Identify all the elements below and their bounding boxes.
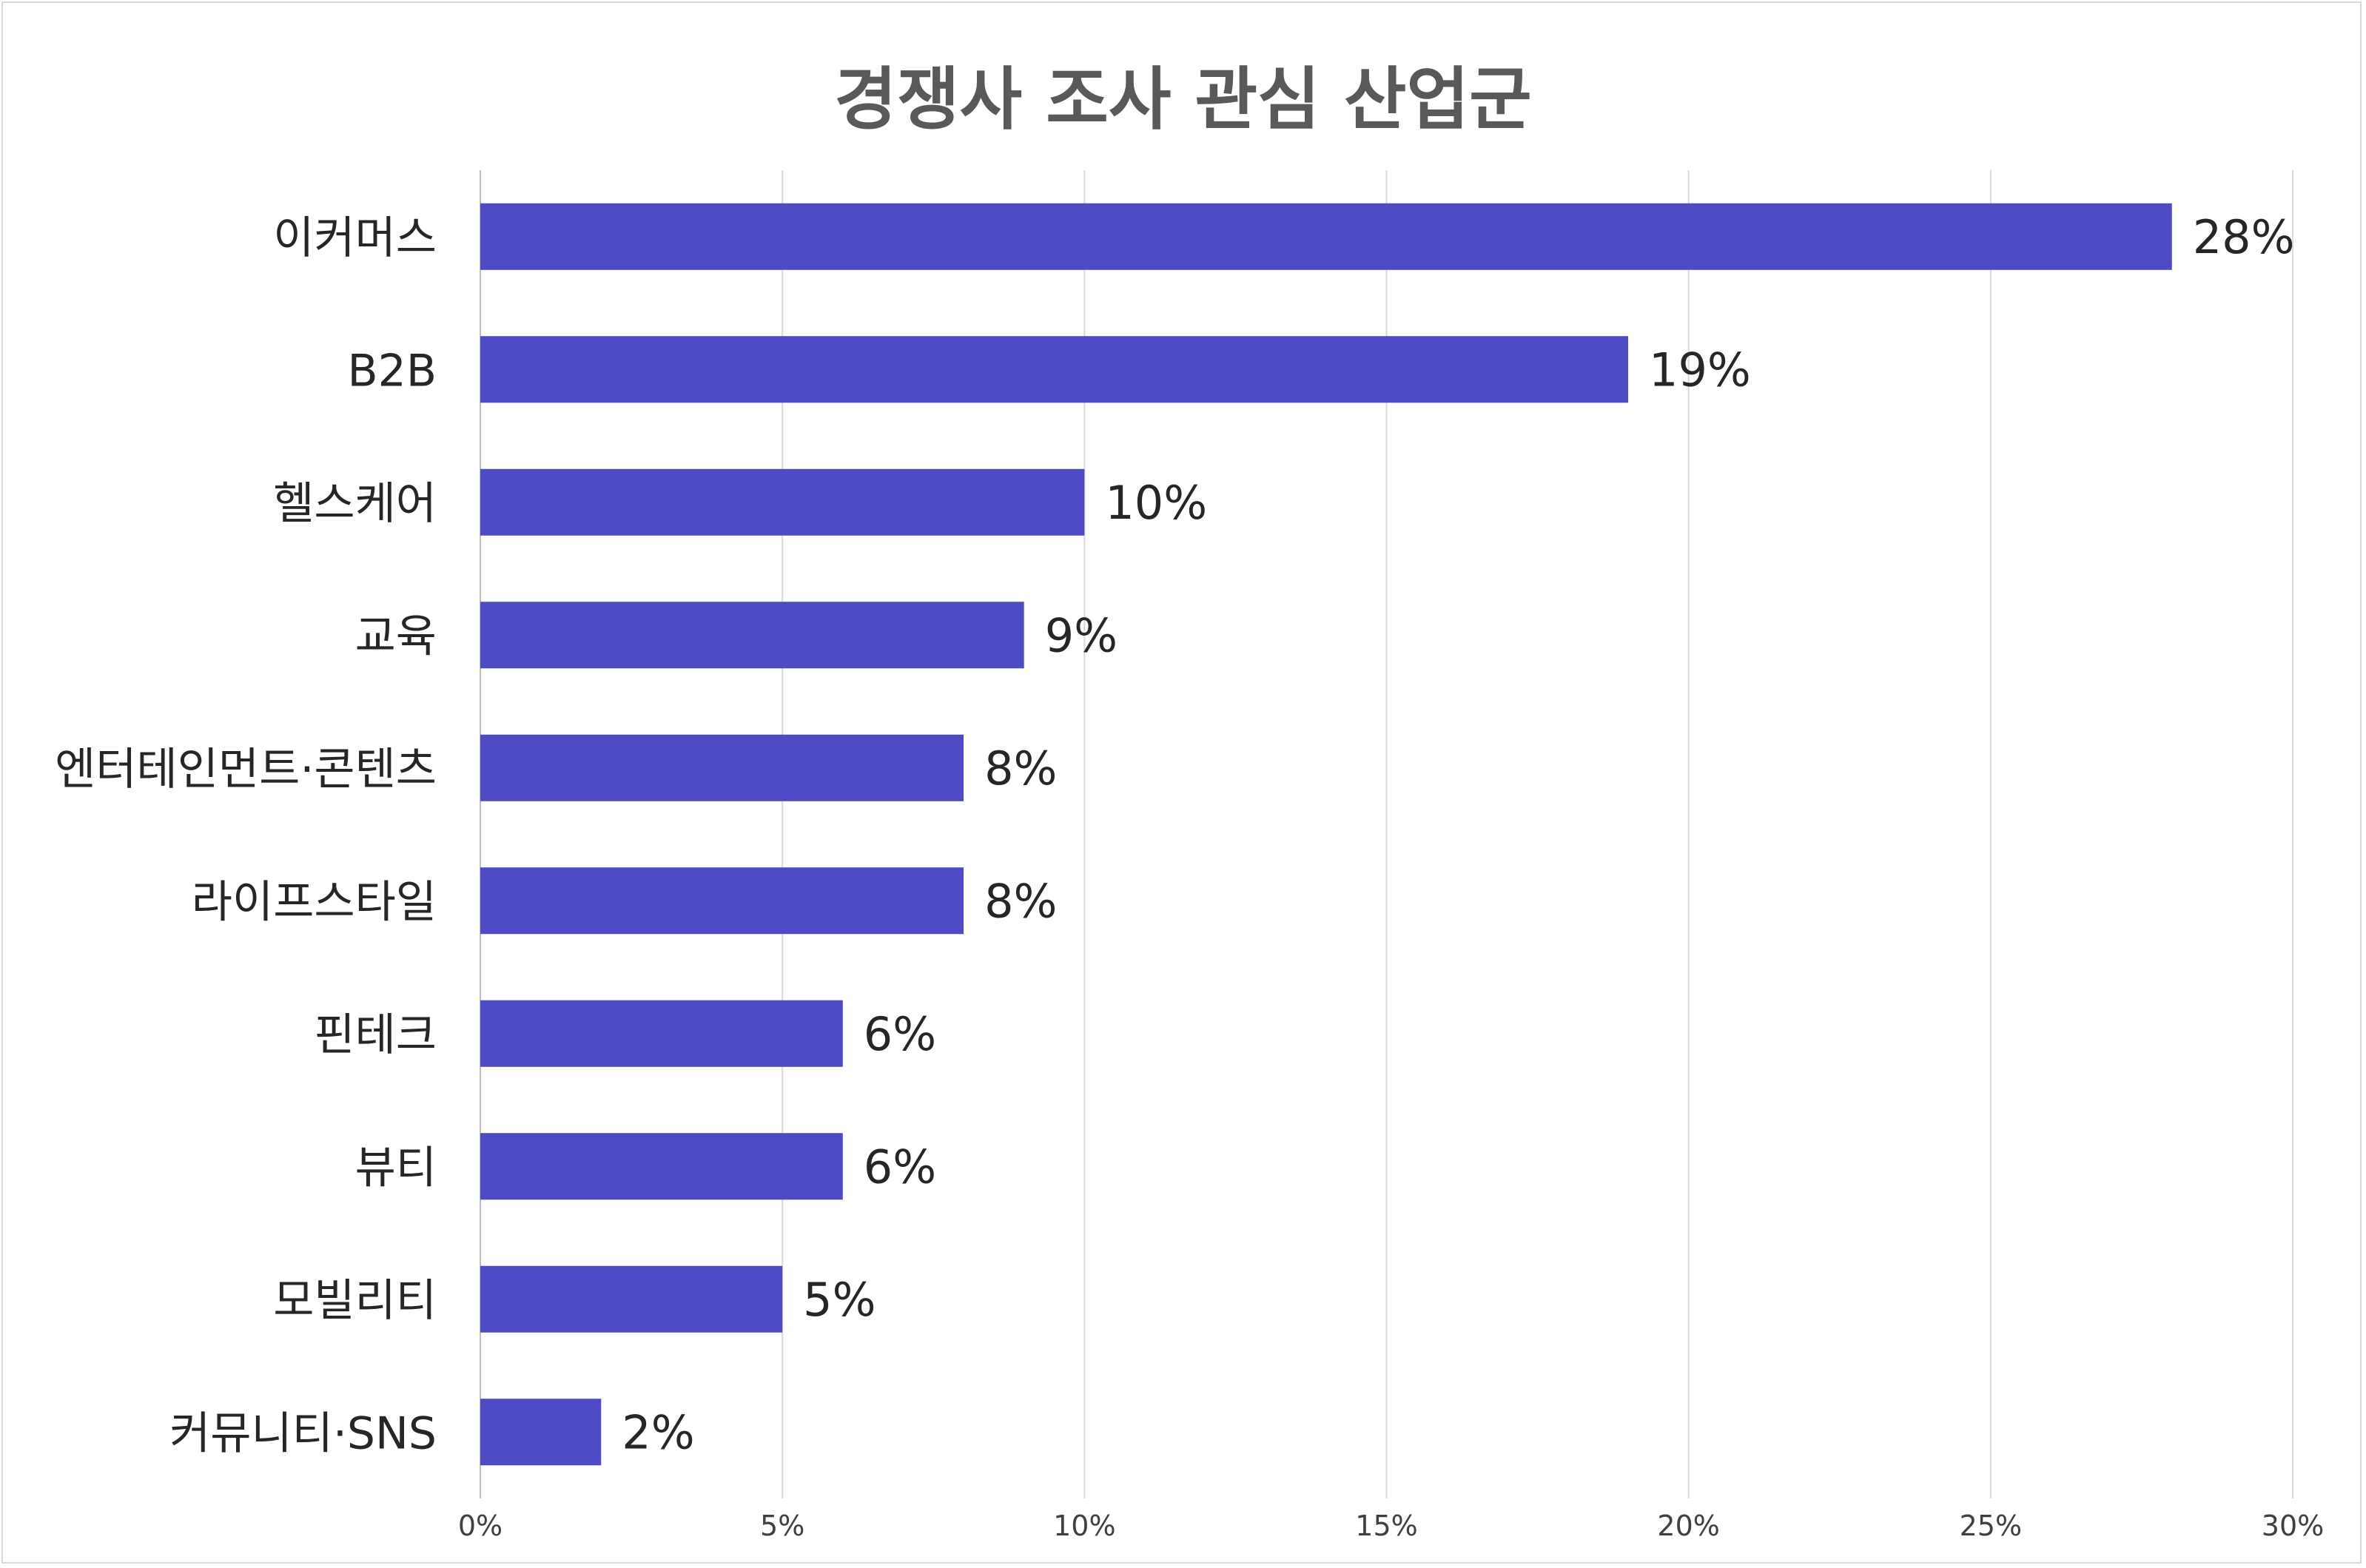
x-tick-label: 5% (760, 1510, 804, 1542)
x-tick-label: 10% (1053, 1510, 1115, 1542)
chart-title: 경쟁사 조사 관심 산업군 (834, 60, 1532, 139)
data-label: 9% (1045, 608, 1118, 662)
x-tick-label: 15% (1355, 1510, 1417, 1542)
x-tick-label: 0% (458, 1510, 503, 1542)
bar (480, 468, 1085, 536)
category-label: 모빌리티 (273, 1275, 437, 1327)
bar (480, 867, 964, 935)
data-label: 6% (864, 1007, 936, 1061)
category-label: 커뮤니티·SNS (169, 1407, 437, 1459)
category-label: 이커머스 (273, 212, 437, 264)
bar (480, 1265, 783, 1333)
data-label: 28% (2193, 210, 2295, 264)
data-label: 5% (803, 1273, 876, 1327)
x-tick-label: 25% (1960, 1510, 2022, 1542)
data-label: 2% (622, 1405, 694, 1459)
bar (480, 1399, 602, 1466)
bar (480, 1000, 843, 1067)
data-label: 8% (984, 741, 1057, 795)
category-label: 엔터테인먼트·콘텐츠 (55, 744, 437, 795)
data-label: 6% (864, 1140, 936, 1194)
bar (480, 1133, 843, 1200)
category-label: 헬스케어 (273, 478, 437, 530)
category-label: 뷰티 (355, 1142, 437, 1194)
bar (480, 602, 1024, 669)
data-label: 10% (1105, 476, 1207, 530)
category-label: 라이프스타일 (192, 876, 437, 928)
category-label: 교육 (355, 610, 437, 662)
data-label: 8% (984, 874, 1057, 928)
x-tick-label: 30% (2262, 1510, 2324, 1542)
bar (480, 734, 964, 801)
category-label: 핀테크 (314, 1009, 437, 1061)
category-label: B2B (348, 345, 437, 397)
bar (480, 336, 1629, 403)
bar (480, 203, 2172, 270)
x-tick-label: 20% (1657, 1510, 1719, 1542)
data-label: 19% (1649, 343, 1751, 397)
